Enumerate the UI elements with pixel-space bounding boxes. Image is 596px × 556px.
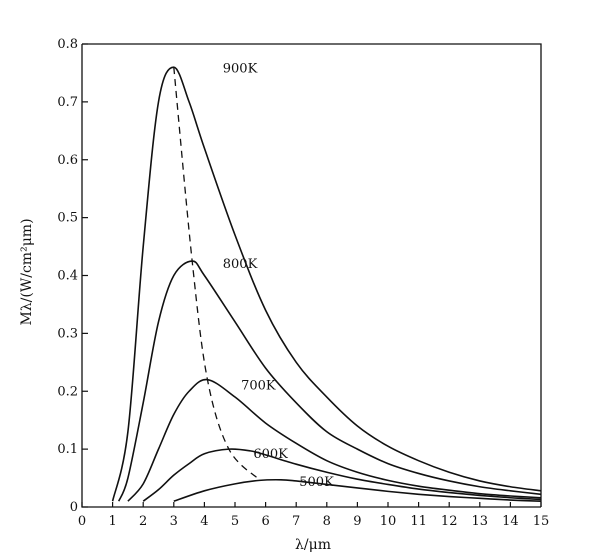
axis-top-right [82,43,542,507]
peak-wavelength-dashed-line [173,67,260,481]
x-axis-title: λ/μm [295,537,331,553]
axis-left-bottom [81,44,541,508]
series-label-500k: 500K [299,475,334,490]
y-tick-label: 0.5 [57,211,78,226]
x-tick-label: 2 [139,514,147,529]
y-axis-ticks: 0 0.1 0.2 0.3 0.4 0.5 0.6 0.7 0.8 [57,37,88,515]
x-tick-label: 7 [292,514,300,529]
y-tick-label: 0.2 [57,384,78,399]
x-tick-label: 0 [78,514,86,529]
x-tick-label: 9 [353,514,361,529]
x-tick-label: 14 [502,514,519,529]
y-tick-label: 0 [70,500,78,515]
x-tick-label: 3 [170,514,178,529]
x-axis-ticks: 0 1 2 3 4 5 6 7 8 9 10 11 12 13 14 15 [78,502,549,529]
series-curves [111,66,542,503]
series-curve-900k [111,66,542,502]
x-tick-label: 1 [108,514,116,529]
x-tick-label: 12 [441,514,458,529]
series-label-800k: 800K [223,257,258,272]
y-tick-label: 0.8 [57,37,78,52]
y-tick-label: 0.3 [57,326,78,341]
x-tick-label: 11 [410,514,427,529]
series-curve-500k [173,478,542,503]
y-tick-label: 0.4 [57,269,78,284]
x-tick-label: 8 [323,514,331,529]
series-curve-700k [127,378,542,502]
series-labels: 900K 800K 700K 600K 500K [223,61,334,490]
y-tick-label: 0.7 [57,95,78,110]
x-tick-label: 10 [380,514,397,529]
axes [81,43,542,508]
x-tick-label: 6 [261,514,269,529]
x-tick-label: 4 [200,514,208,529]
series-curve-800k [117,260,542,502]
y-tick-label: 0.1 [57,442,78,457]
series-curve-600k [142,448,542,502]
y-axis-title: Mλ/(W/cm²μm) [19,218,35,325]
x-tick-label: 13 [472,514,489,529]
y-tick-label: 0.6 [57,153,78,168]
x-tick-label: 15 [533,514,550,529]
series-label-700k: 700K [241,378,276,393]
x-tick-label: 5 [231,514,239,529]
series-label-600k: 600K [253,447,288,462]
peak-wavelength-line [173,67,260,481]
series-label-900k: 900K [223,61,258,76]
